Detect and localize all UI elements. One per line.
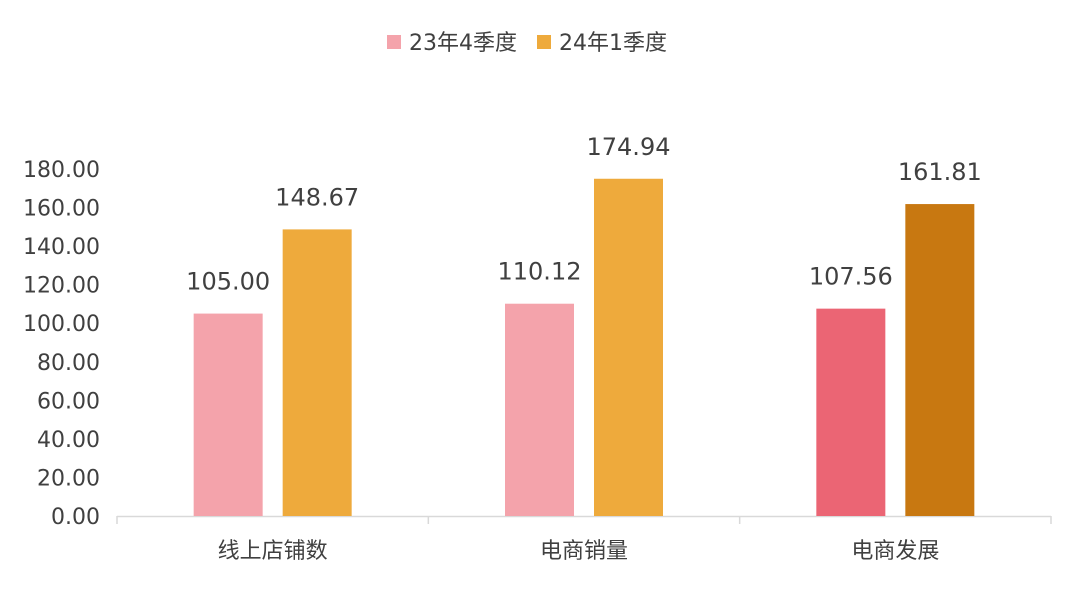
legend-label-24q1: 24年1季度	[559, 31, 667, 56]
y-tick-label: 120.00	[23, 274, 100, 299]
y-tick-label: 0.00	[51, 505, 100, 530]
data-label: 161.81	[898, 158, 982, 186]
legend: 23年4季度 24年1季度	[387, 31, 667, 56]
data-label: 105.00	[186, 268, 270, 296]
x-category-label: 电商发展	[851, 539, 939, 564]
y-tick-label: 20.00	[37, 466, 100, 491]
bar	[594, 178, 663, 516]
data-label: 107.56	[809, 263, 893, 291]
legend-swatch-23q4	[387, 35, 401, 49]
value-labels: 105.00 148.67 110.12 174.94 107.56 161.81	[186, 133, 982, 296]
bar	[816, 308, 886, 516]
y-tick-label: 80.00	[37, 351, 100, 376]
data-label: 148.67	[275, 183, 359, 211]
bar	[282, 229, 352, 516]
y-tick-label: 160.00	[23, 197, 100, 222]
x-category-label: 线上店铺数	[218, 539, 328, 564]
bar	[905, 204, 975, 516]
bar	[193, 313, 263, 516]
y-tick-label: 40.00	[37, 428, 100, 453]
bars	[193, 178, 975, 516]
y-tick-label: 180.00	[23, 158, 100, 183]
data-label: 174.94	[587, 133, 671, 161]
legend-swatch-24q1	[537, 35, 551, 49]
data-label: 110.12	[498, 258, 582, 286]
legend-label-23q4: 23年4季度	[409, 31, 517, 56]
y-tick-label: 60.00	[37, 389, 100, 414]
y-tick-label: 140.00	[23, 235, 100, 260]
bar	[505, 303, 574, 516]
y-axis: 0.00 20.00 40.00 60.00 80.00 100.00 120.00 140.…	[23, 158, 100, 530]
x-category-label: 电商销量	[540, 539, 628, 564]
x-axis: 线上店铺数 电商销量 电商发展	[116, 515, 1052, 564]
y-tick-label: 100.00	[23, 312, 100, 337]
